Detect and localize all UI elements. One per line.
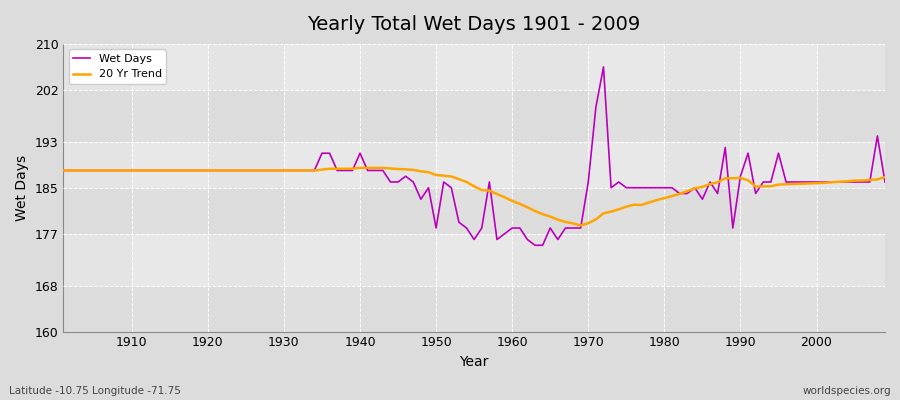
Bar (63, 188, 885, 234)
Wet Days (598, 64, 609, 69)
Text: worldspecies.org: worldspecies.org (803, 386, 891, 396)
Bar (131, 44, 208, 332)
20 Yr Trend (515, 202, 526, 206)
Y-axis label: Wet Days: Wet Days (15, 155, 29, 221)
Text: Latitude -10.75 Longitude -71.75: Latitude -10.75 Longitude -71.75 (9, 386, 181, 396)
20 Yr Trend (575, 223, 586, 228)
Title: Yearly Total Wet Days 1901 - 2009: Yearly Total Wet Days 1901 - 2009 (308, 15, 641, 34)
20 Yr Trend (507, 198, 517, 203)
Bar (63, 90, 885, 142)
20 Yr Trend (286, 168, 297, 173)
20 Yr Trend (119, 168, 130, 173)
20 Yr Trend (879, 175, 890, 180)
Bar (63, 234, 885, 286)
Bar (664, 44, 741, 332)
Wet Days (879, 180, 890, 184)
Bar (816, 44, 885, 332)
Wet Days (58, 168, 68, 173)
Bar (63, 44, 885, 90)
Wet Days (613, 180, 624, 184)
Bar (360, 44, 436, 332)
Bar (284, 44, 360, 332)
Line: 20 Yr Trend: 20 Yr Trend (63, 168, 885, 226)
Bar (63, 142, 885, 188)
20 Yr Trend (613, 207, 624, 212)
X-axis label: Year: Year (460, 355, 489, 369)
Bar (589, 44, 664, 332)
Legend: Wet Days, 20 Yr Trend: Wet Days, 20 Yr Trend (68, 50, 166, 84)
Wet Days (119, 168, 130, 173)
20 Yr Trend (332, 166, 343, 171)
Bar (63, 44, 131, 332)
Wet Days (500, 231, 510, 236)
Bar (208, 44, 284, 332)
Bar (741, 44, 816, 332)
Bar (63, 286, 885, 332)
20 Yr Trend (355, 166, 365, 170)
Bar (512, 44, 589, 332)
Wet Days (286, 168, 297, 173)
20 Yr Trend (58, 168, 68, 173)
Line: Wet Days: Wet Days (63, 67, 885, 245)
Wet Days (529, 243, 540, 248)
Bar (436, 44, 512, 332)
Wet Days (507, 226, 517, 230)
Wet Days (332, 168, 343, 173)
